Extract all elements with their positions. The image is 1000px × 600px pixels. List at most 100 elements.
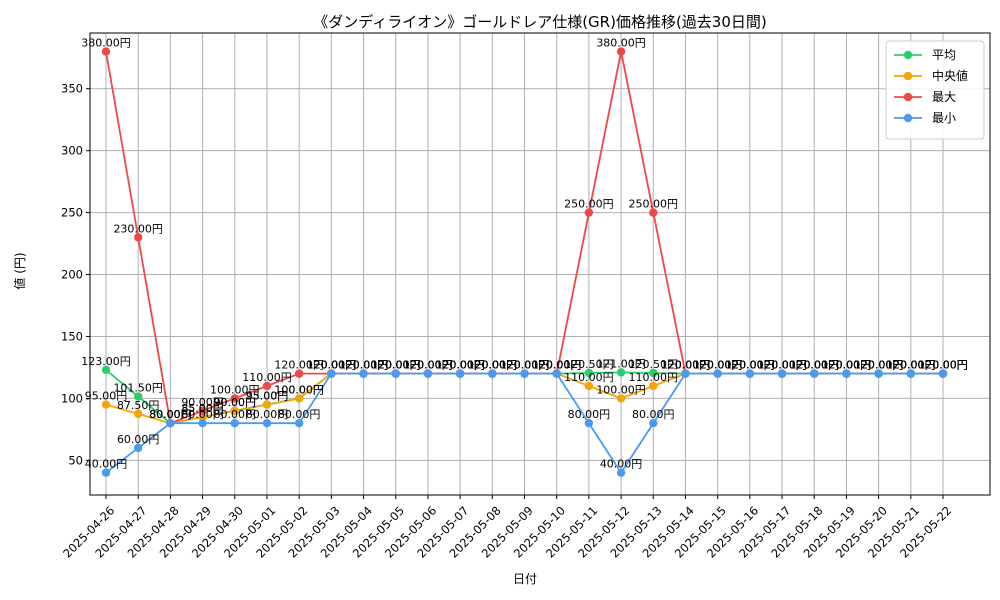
data-label: 120.00円 xyxy=(725,359,775,372)
data-point xyxy=(649,381,658,391)
data-point xyxy=(294,418,304,428)
data-label: 80.00円 xyxy=(149,408,192,421)
data-label: 120.00円 xyxy=(725,359,775,372)
data-label: 120.00円 xyxy=(822,359,872,372)
data-point xyxy=(133,392,143,401)
data-label: 120.00円 xyxy=(532,359,582,372)
data-label: 120.00円 xyxy=(532,359,582,372)
data-label: 120.00円 xyxy=(307,359,357,372)
data-label: 110.00円 xyxy=(629,371,679,384)
data-label: 120.00円 xyxy=(725,359,775,372)
series-lines xyxy=(101,47,948,477)
legend-swatch-marker xyxy=(903,71,913,81)
data-point xyxy=(455,369,465,378)
data-label: 120.00円 xyxy=(435,359,485,372)
data-label: 120.00円 xyxy=(532,359,582,372)
data-label: 110.00円 xyxy=(242,371,292,384)
data-point xyxy=(294,394,304,403)
data-label: 120.00円 xyxy=(403,359,453,372)
data-point xyxy=(166,418,175,428)
data-label: 85.00円 xyxy=(181,402,224,415)
data-label: 40.00円 xyxy=(85,458,128,471)
data-point xyxy=(327,369,336,378)
data-label: 120.00円 xyxy=(789,359,839,372)
data-label: 120.00円 xyxy=(371,359,421,372)
data-label: 120.00円 xyxy=(274,359,324,372)
data-label: 120.00円 xyxy=(307,359,357,372)
data-label: 87.50円 xyxy=(117,399,160,412)
data-label: 120.00円 xyxy=(918,359,968,372)
data-label: 120.00円 xyxy=(918,359,968,372)
data-point xyxy=(552,369,561,378)
data-label: 120.00円 xyxy=(468,359,518,372)
data-point xyxy=(616,468,626,477)
data-point xyxy=(906,369,916,378)
data-point xyxy=(198,406,207,415)
data-label: 120.00円 xyxy=(918,359,968,372)
data-label: 120.00円 xyxy=(371,359,421,372)
data-label: 120.00円 xyxy=(500,359,550,372)
data-point xyxy=(133,233,143,242)
y-tick-label: 200 xyxy=(61,268,83,282)
data-point xyxy=(359,369,368,378)
data-labels: 123.00円101.50円80.00円85.00円90.00円95.00円10… xyxy=(81,37,968,471)
x-axis-label: 日付 xyxy=(513,572,537,586)
legend-entry-label: 平均 xyxy=(932,48,956,62)
data-point xyxy=(745,369,755,378)
data-point xyxy=(584,381,594,391)
data-label: 120.00円 xyxy=(789,359,839,372)
y-tick-label: 150 xyxy=(61,329,83,343)
y-tick-label: 50 xyxy=(68,453,83,467)
data-label: 120.00円 xyxy=(532,359,582,372)
data-label: 120.00円 xyxy=(661,359,711,372)
data-label: 85.00円 xyxy=(181,402,224,415)
data-label: 120.00円 xyxy=(854,359,904,372)
data-label: 90.00円 xyxy=(181,396,224,409)
data-label: 80.00円 xyxy=(181,408,224,421)
data-point xyxy=(101,468,111,477)
data-point xyxy=(101,400,111,409)
data-point xyxy=(649,418,658,428)
data-label: 60.00円 xyxy=(117,433,160,446)
data-label: 120.00円 xyxy=(822,359,872,372)
y-tick-label: 300 xyxy=(61,144,83,158)
data-label: 120.00円 xyxy=(435,359,485,372)
data-label: 80.00円 xyxy=(149,408,192,421)
data-label: 123.00円 xyxy=(81,355,131,368)
data-label: 120.00円 xyxy=(693,359,743,372)
data-label: 80.00円 xyxy=(214,408,257,421)
data-label: 120.00円 xyxy=(468,359,518,372)
data-label: 95.00円 xyxy=(246,390,289,403)
data-label: 120.00円 xyxy=(403,359,453,372)
data-label: 90.00円 xyxy=(214,396,257,409)
data-label: 120.00円 xyxy=(693,359,743,372)
data-point xyxy=(842,369,851,378)
data-label: 120.00円 xyxy=(500,359,550,372)
data-label: 100.00円 xyxy=(210,383,260,396)
y-tick-label: 250 xyxy=(61,206,83,220)
data-label: 250.00円 xyxy=(564,198,614,211)
data-label: 120.00円 xyxy=(757,359,807,372)
grid-lines xyxy=(90,33,990,495)
data-label: 120.00円 xyxy=(822,359,872,372)
data-point xyxy=(584,368,594,378)
data-point xyxy=(198,412,207,422)
data-label: 101.50円 xyxy=(113,382,163,395)
data-label: 120.00円 xyxy=(854,359,904,372)
y-tick-label: 100 xyxy=(61,391,83,405)
data-label: 120.00円 xyxy=(435,359,485,372)
data-label: 120.00円 xyxy=(886,359,936,372)
data-label: 120.00円 xyxy=(789,359,839,372)
data-label: 120.00円 xyxy=(757,359,807,372)
data-point xyxy=(262,381,272,391)
data-point xyxy=(488,369,497,378)
data-point xyxy=(230,418,239,428)
legend-entry-label: 最小 xyxy=(932,111,956,125)
data-label: 120.00円 xyxy=(822,359,872,372)
data-label: 120.00円 xyxy=(661,359,711,372)
data-point xyxy=(198,418,207,428)
data-point xyxy=(616,368,626,377)
